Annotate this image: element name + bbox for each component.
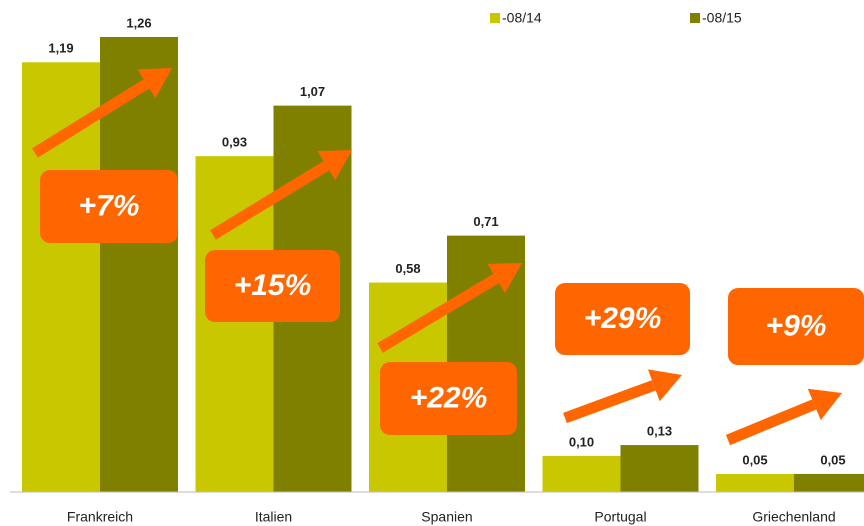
x-tick-label: Griechenland bbox=[752, 509, 835, 525]
bar bbox=[542, 455, 621, 492]
arrow-head bbox=[317, 150, 352, 181]
bar bbox=[22, 62, 100, 493]
x-tick-label: Spanien bbox=[421, 509, 472, 525]
arrow-shaft bbox=[377, 273, 500, 353]
bar bbox=[100, 37, 178, 492]
x-tick-label: Portugal bbox=[594, 509, 646, 525]
value-label: 0,71 bbox=[473, 214, 498, 229]
value-label: 0,93 bbox=[222, 135, 247, 150]
bar bbox=[620, 445, 699, 492]
annotation-box bbox=[40, 170, 178, 243]
x-tick-label: Italien bbox=[255, 509, 292, 525]
value-label: 1,26 bbox=[126, 15, 151, 30]
annotation: +7% bbox=[79, 189, 140, 222]
annotation: +9% bbox=[766, 309, 827, 342]
annotation: +22% bbox=[410, 381, 488, 414]
legend-swatch bbox=[690, 13, 700, 23]
arrow-head bbox=[647, 369, 682, 402]
annotation-box bbox=[380, 362, 517, 435]
value-label: 0,05 bbox=[742, 452, 767, 467]
annotation: +15% bbox=[234, 269, 312, 302]
bar bbox=[794, 473, 864, 492]
arrow-shaft bbox=[563, 380, 656, 424]
annotation: +29% bbox=[584, 302, 662, 335]
bar bbox=[716, 473, 794, 492]
annotation-box bbox=[555, 283, 690, 355]
arrow-head bbox=[487, 263, 522, 293]
annotation-box bbox=[205, 250, 340, 322]
arrow-shaft bbox=[725, 399, 817, 446]
arrow-head bbox=[137, 68, 172, 99]
legend-swatch bbox=[490, 13, 500, 23]
arrow-shaft bbox=[32, 79, 150, 158]
value-label: 1,19 bbox=[48, 41, 73, 56]
value-label: 0,13 bbox=[647, 423, 672, 438]
x-tick-label: Frankreich bbox=[67, 509, 133, 525]
arrow-shaft bbox=[210, 160, 330, 240]
legend-label: -08/14 bbox=[502, 10, 542, 26]
legend-label: -08/15 bbox=[702, 10, 742, 26]
value-label: 0,05 bbox=[820, 452, 845, 467]
annotation-box bbox=[728, 288, 864, 365]
value-label: 0,58 bbox=[395, 261, 420, 276]
value-label: 0,10 bbox=[569, 434, 594, 449]
value-label: 1,07 bbox=[300, 84, 325, 99]
arrow-head bbox=[807, 388, 842, 421]
